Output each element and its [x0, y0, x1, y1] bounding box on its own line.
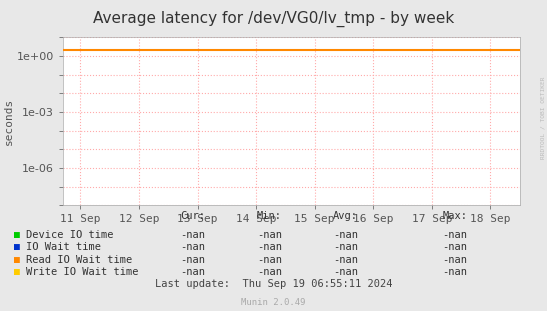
Text: -nan: -nan: [443, 230, 468, 240]
Text: -nan: -nan: [333, 267, 358, 277]
Text: IO Wait time: IO Wait time: [26, 242, 101, 252]
Text: -nan: -nan: [180, 267, 205, 277]
Text: -nan: -nan: [257, 267, 282, 277]
Text: -nan: -nan: [333, 242, 358, 252]
Text: -nan: -nan: [333, 230, 358, 240]
Text: -nan: -nan: [180, 230, 205, 240]
Text: Last update:  Thu Sep 19 06:55:11 2024: Last update: Thu Sep 19 06:55:11 2024: [155, 279, 392, 289]
Text: -nan: -nan: [257, 255, 282, 265]
Text: ■: ■: [14, 267, 20, 277]
Text: -nan: -nan: [257, 230, 282, 240]
Text: -nan: -nan: [443, 255, 468, 265]
Text: -nan: -nan: [257, 242, 282, 252]
Text: Max:: Max:: [443, 211, 468, 221]
Text: ■: ■: [14, 242, 20, 252]
Text: Avg:: Avg:: [333, 211, 358, 221]
Text: Average latency for /dev/VG0/lv_tmp - by week: Average latency for /dev/VG0/lv_tmp - by…: [93, 11, 454, 27]
Text: -nan: -nan: [333, 255, 358, 265]
Text: -nan: -nan: [443, 267, 468, 277]
Text: Min:: Min:: [257, 211, 282, 221]
Text: -nan: -nan: [443, 242, 468, 252]
Text: Write IO Wait time: Write IO Wait time: [26, 267, 139, 277]
Text: ■: ■: [14, 230, 20, 240]
Text: Munin 2.0.49: Munin 2.0.49: [241, 298, 306, 307]
Text: RRDTOOL / TOBI OETIKER: RRDTOOL / TOBI OETIKER: [541, 77, 546, 160]
Text: Cur:: Cur:: [180, 211, 205, 221]
Text: -nan: -nan: [180, 242, 205, 252]
Text: -nan: -nan: [180, 255, 205, 265]
Text: Device IO time: Device IO time: [26, 230, 114, 240]
Text: Read IO Wait time: Read IO Wait time: [26, 255, 132, 265]
Y-axis label: seconds: seconds: [4, 98, 14, 145]
Text: ■: ■: [14, 255, 20, 265]
